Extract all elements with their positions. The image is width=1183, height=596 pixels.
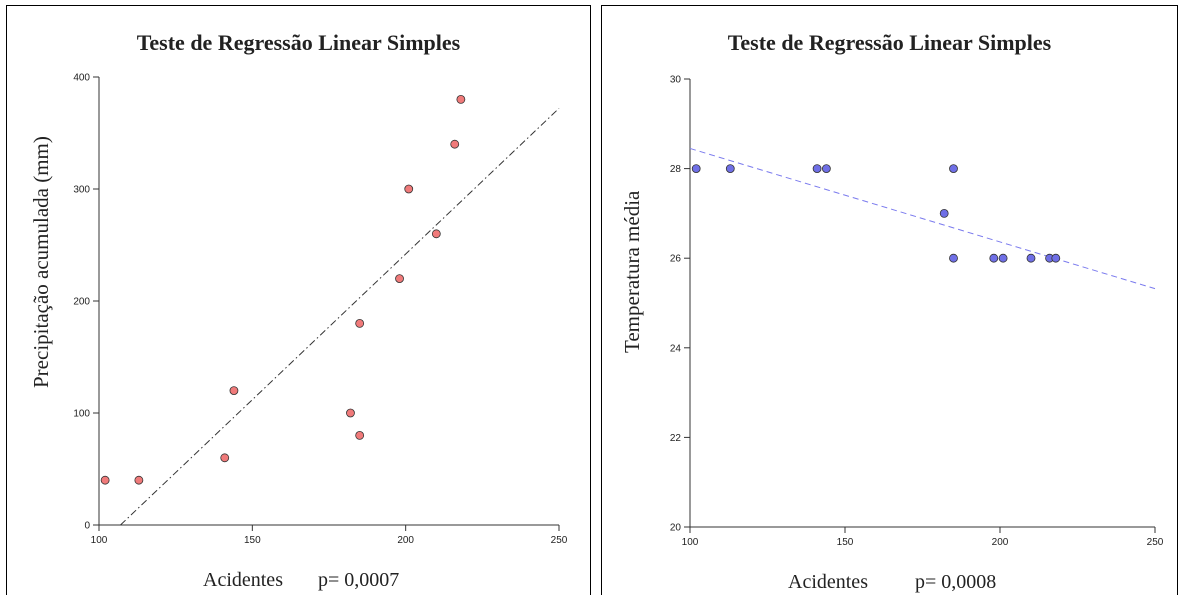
regression-line bbox=[689, 147, 1156, 290]
y-tick-label: 300 bbox=[73, 185, 90, 196]
p-value-label: p= 0,0008 bbox=[915, 571, 997, 593]
data-point bbox=[939, 208, 949, 218]
x-tick-label: 200 bbox=[397, 535, 414, 546]
x-tick-label: 200 bbox=[992, 537, 1009, 548]
y-tick-label: 200 bbox=[73, 297, 90, 308]
x-tick-label: 100 bbox=[91, 535, 108, 546]
y-tick-label: 30 bbox=[670, 75, 682, 86]
chart-title: Teste de Regressão Linear Simples bbox=[136, 30, 461, 55]
data-point bbox=[1026, 253, 1036, 263]
data-point bbox=[725, 164, 735, 174]
data-point bbox=[1051, 253, 1061, 263]
x-axis-label: Acidentes bbox=[788, 571, 868, 593]
data-point bbox=[395, 274, 404, 284]
data-point bbox=[949, 253, 958, 263]
y-tick-label: 0 bbox=[84, 521, 90, 532]
y-axis-label: Temperatura média bbox=[620, 190, 644, 353]
data-point bbox=[691, 164, 701, 174]
data-point bbox=[355, 430, 365, 440]
y-tick-label: 20 bbox=[670, 523, 682, 534]
chart-panel-left: Teste de Regressão Linear Simples 0 100 20… bbox=[6, 5, 591, 595]
data-point bbox=[456, 95, 466, 104]
data-point bbox=[989, 253, 999, 263]
y-tick-label: 24 bbox=[670, 343, 682, 354]
x-tick-label: 250 bbox=[1147, 537, 1164, 548]
data-point bbox=[100, 475, 110, 485]
data-point bbox=[450, 139, 460, 149]
y-tick-label: 26 bbox=[670, 254, 682, 265]
chart-panel-right: Teste de Regressão Linear Simples 20 22 24… bbox=[601, 5, 1178, 595]
x-axis-label: Acidentes bbox=[203, 569, 283, 591]
y-tick-label: 28 bbox=[670, 164, 682, 175]
chart-title: Teste de Regressão Linear Simples bbox=[727, 30, 1052, 55]
data-point bbox=[134, 475, 144, 485]
data-point bbox=[998, 253, 1008, 263]
scatter-plot-right: 20 22 24 26 28 30 100 150 200 250 bbox=[670, 75, 1164, 549]
y-tick-label: 100 bbox=[73, 409, 90, 420]
data-point bbox=[812, 164, 822, 174]
p-value-label: p= 0,0007 bbox=[318, 569, 400, 591]
data-point bbox=[220, 453, 230, 463]
data-point bbox=[355, 318, 365, 328]
data-point bbox=[229, 386, 239, 396]
x-tick-label: 150 bbox=[837, 537, 854, 548]
data-point bbox=[404, 184, 414, 194]
regression-line bbox=[120, 107, 560, 526]
data-point bbox=[346, 408, 355, 418]
y-axis-label: Precipitação acumulada (mm) bbox=[29, 136, 53, 388]
x-tick-label: 150 bbox=[244, 535, 261, 546]
y-tick-label: 400 bbox=[73, 73, 90, 84]
x-tick-label: 100 bbox=[682, 537, 699, 548]
y-tick-label: 22 bbox=[670, 433, 682, 444]
data-point bbox=[821, 164, 831, 174]
data-point bbox=[431, 229, 441, 239]
x-tick-label: 250 bbox=[551, 535, 568, 546]
data-point bbox=[949, 164, 958, 174]
